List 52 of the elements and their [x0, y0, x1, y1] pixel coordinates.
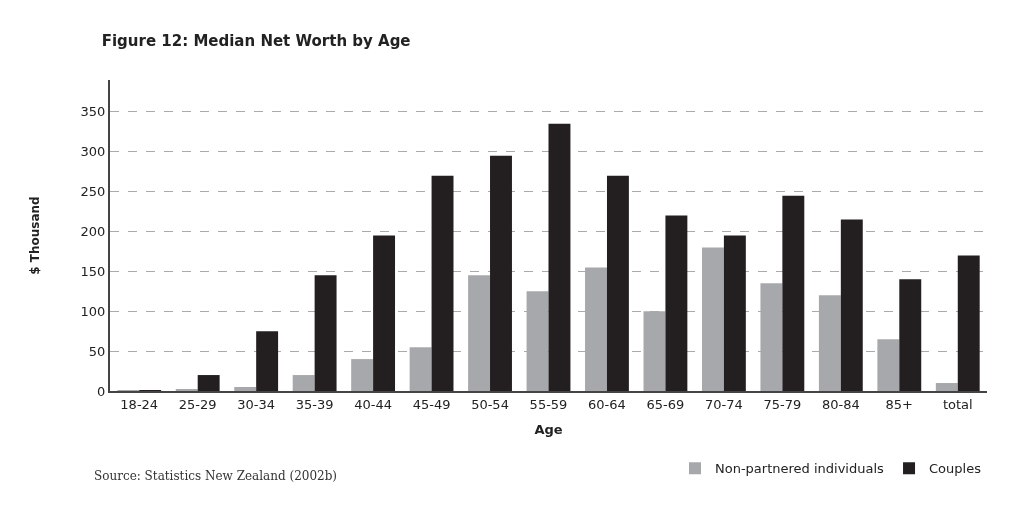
y-tick-label: 0	[97, 383, 106, 399]
source-note: Source: Statistics New Zealand (2002b)	[94, 469, 338, 483]
bar	[314, 275, 337, 391]
x-tick-label: 75-79	[763, 396, 802, 412]
x-tick-label: 85+	[885, 396, 914, 412]
y-tick-label: 200	[80, 224, 106, 240]
x-tick-label: 40-44	[354, 396, 392, 412]
y-tick-label: 300	[80, 144, 106, 160]
bar	[409, 347, 432, 391]
x-tick-label: total	[942, 396, 973, 412]
legend-label: Couples	[929, 461, 982, 477]
bar	[877, 339, 900, 391]
bar	[957, 255, 980, 391]
bar	[373, 235, 396, 391]
y-tick-label: 350	[80, 104, 106, 120]
bar	[935, 383, 958, 391]
x-tick-label: 30-34	[237, 396, 276, 412]
y-tick-label: 100	[80, 303, 106, 319]
x-tick-label: 60-64	[588, 396, 626, 412]
y-tick-label: 250	[80, 184, 106, 200]
chart-title: Figure 12: Median Net Worth by Age	[101, 32, 411, 51]
bar	[351, 359, 374, 391]
bar	[292, 375, 315, 391]
bar	[431, 175, 454, 391]
x-tick-label: 55-59	[529, 396, 568, 412]
x-tick-label: 70-74	[705, 396, 743, 412]
bar	[256, 331, 279, 391]
bar	[782, 195, 805, 391]
x-axis-title: Age	[534, 421, 563, 437]
x-tick-label: 35-39	[295, 396, 334, 412]
x-tick-label: 65-69	[646, 396, 685, 412]
y-axis-title: $ Thousand	[28, 196, 43, 275]
bar	[665, 215, 688, 391]
x-tick-label: 45-49	[412, 396, 451, 412]
bar	[701, 247, 724, 391]
legend-label: Non-partnered individuals	[715, 461, 885, 477]
y-tick-label: 50	[88, 343, 106, 359]
bar	[606, 175, 629, 391]
x-tick-label: 18-24	[120, 396, 159, 412]
bar	[468, 275, 491, 391]
bar	[899, 279, 922, 391]
bar	[548, 123, 571, 391]
x-tick-label: 25-29	[178, 396, 217, 412]
bar	[723, 235, 746, 391]
bar	[490, 155, 512, 391]
bar	[840, 219, 863, 391]
bar	[234, 387, 257, 391]
x-tick-label: 50-54	[471, 396, 509, 412]
y-tick-label: 150	[80, 263, 106, 279]
bar	[643, 311, 666, 391]
x-tick-label: 80-84	[821, 396, 860, 412]
bar	[197, 375, 220, 391]
